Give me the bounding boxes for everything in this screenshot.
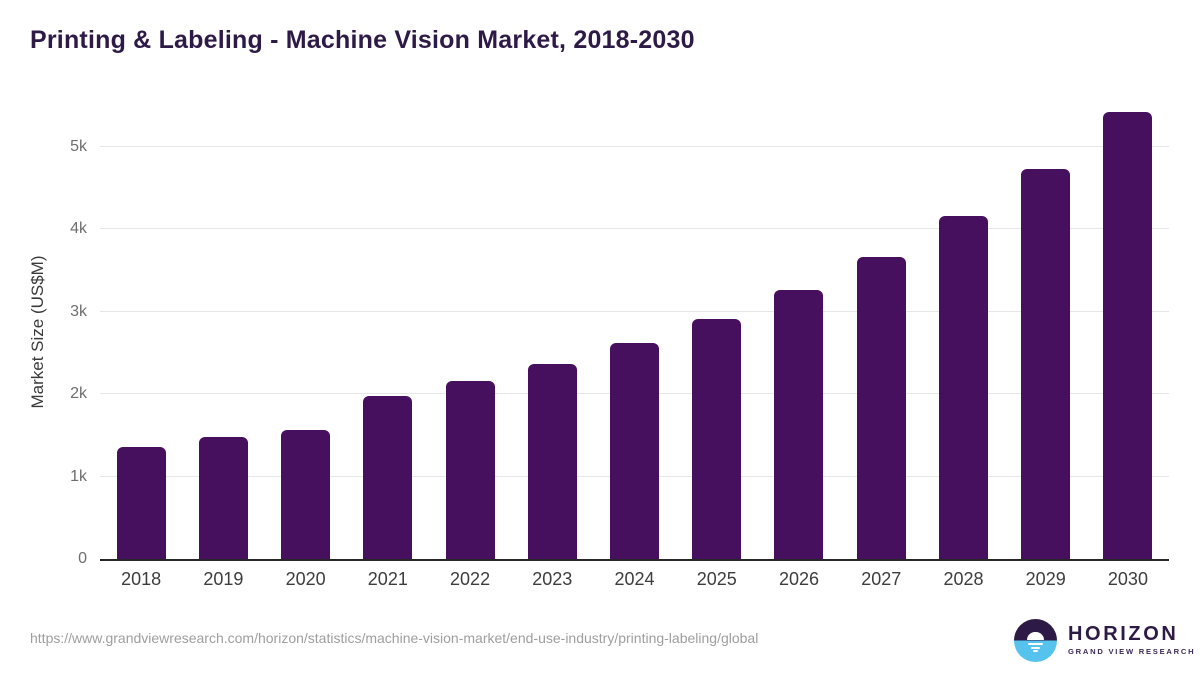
x-axis-label-2024: 2024 [614,569,655,589]
horizon-logo-icon [1014,618,1057,662]
page-title: Printing & Labeling - Machine Vision Mar… [30,26,695,54]
bar-slot [840,105,922,559]
y-axis-tick-2k: 2k [70,385,87,403]
bar-slot [922,105,1004,559]
sun-reflection-line [1028,642,1043,645]
bar-2024[interactable] [610,343,660,559]
x-axis-label-2027: 2027 [861,569,902,589]
bar-2030[interactable] [1103,112,1153,559]
plot-area: 0 1k 2k 3k 4k 5k [70,105,1169,567]
bar-2019[interactable] [198,436,248,559]
sun-icon [1027,632,1044,640]
bar-2028[interactable] [938,216,988,559]
y-axis-tick-5k: 5k [70,137,87,155]
bar-2029[interactable] [1021,168,1071,559]
gridline-5k [100,145,1169,147]
logo-name: HORIZON [1068,623,1179,645]
bar-slot [1087,105,1169,559]
x-axis-label-2025: 2025 [696,569,737,589]
bar-2020[interactable] [281,429,331,559]
gridline-3k [100,310,1169,312]
bar-slot [100,105,182,559]
x-axis-label-2019: 2019 [203,569,244,589]
x-axis-label-2026: 2026 [778,569,820,589]
bars [100,105,1169,559]
y-axis-tick-3k: 3k [70,302,87,320]
bar-2027[interactable] [856,256,906,559]
bar-slot [758,105,840,559]
x-axis-label-2021: 2021 [367,569,408,589]
y-axis-tick-1k: 1k [70,467,87,485]
y-axis-tick-4k: 4k [70,220,87,238]
bar-slot [1005,105,1087,559]
bar-2021[interactable] [363,396,413,559]
sun-reflection-line [1033,650,1038,653]
y-axis-title: Market Size (US$M) [28,255,47,409]
bar-slot [347,105,429,559]
x-axis-label-2028: 2028 [943,569,984,589]
bar-2026[interactable] [774,290,824,559]
bar-slot [264,105,346,559]
bar-slot [593,105,675,559]
x-axis-label-2030: 2030 [1107,569,1148,589]
x-axis-label-2029: 2029 [1025,569,1066,589]
x-axis-labels: 2018 2019 2020 2021 2022 2023 2024 2025 2026 2027… [100,569,1169,590]
bar-slot [511,105,593,559]
bar-2025[interactable] [692,319,742,559]
horizon-logo: HORIZON GRAND VIEW RESEARCH [1014,618,1195,662]
logo-subtitle: GRAND VIEW RESEARCH [1068,647,1196,656]
x-axis-label-2020: 2020 [285,569,326,589]
bar-slot [429,105,511,559]
x-axis-label-2022: 2022 [450,569,491,589]
bar-slot [182,105,264,559]
bar-2022[interactable] [445,381,495,559]
gridline-4k [100,228,1169,230]
x-axis-label-2018: 2018 [121,569,162,589]
source-url: https://www.grandviewresearch.com/horizo… [30,630,759,646]
sun-reflection-line [1031,646,1040,649]
y-axis-tick-0: 0 [78,550,87,567]
bar-2018[interactable] [116,447,166,559]
bar-2023[interactable] [527,364,577,559]
bar-slot [676,105,758,559]
x-axis-label-2023: 2023 [532,569,573,589]
horizon-logo-text: HORIZON GRAND VIEW RESEARCH [1068,624,1195,656]
